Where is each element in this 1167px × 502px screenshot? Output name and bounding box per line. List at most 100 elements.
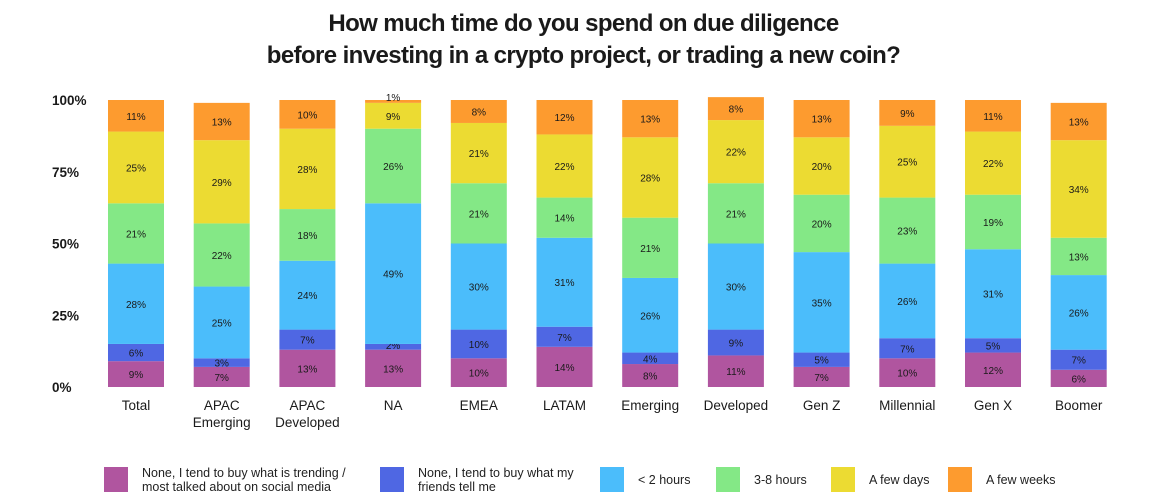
legend-swatch <box>104 467 128 492</box>
bar-segment-emea-s3 <box>450 183 507 244</box>
bar-segment-apac-emerging-s5 <box>193 102 250 141</box>
x-tick-label: Millennial <box>879 398 935 413</box>
data-label: 21% <box>726 209 746 220</box>
data-label: 24% <box>297 291 317 302</box>
data-label: 18% <box>297 231 317 242</box>
bar-segment-apac-developed-s0 <box>279 349 336 387</box>
bar-segment-na-s4 <box>365 102 422 129</box>
bar-segment-latam-s4 <box>536 134 593 198</box>
legend-item: None, I tend to buy what my friends tell… <box>380 466 574 494</box>
stacked-bar-chart: 0% 25% 50% 75% 100% 9% 6% 28% 21% 25% 11% Total 7% 3%… <box>52 93 1107 430</box>
bar-segment-na-s3 <box>365 128 422 204</box>
x-tick-label: Gen Z <box>803 398 841 413</box>
data-label: 7% <box>900 344 915 355</box>
x-tick-label: EMEA <box>460 398 498 413</box>
legend-label: A few weeks <box>986 473 1056 487</box>
data-label: 8% <box>729 105 744 116</box>
bar-segment-na-s5 <box>365 100 422 103</box>
bar-segment-apac-developed-s5 <box>279 100 336 129</box>
data-label: 8% <box>472 107 487 118</box>
bar-segment-millennial-s5 <box>879 100 936 126</box>
bar-segment-boomer-s3 <box>1050 237 1107 276</box>
data-label: 22% <box>212 251 232 262</box>
data-label: 21% <box>469 149 489 160</box>
data-label: 25% <box>212 318 232 329</box>
data-label: 7% <box>214 373 229 384</box>
bar-segment-developed-s4 <box>707 120 764 184</box>
x-tick-label: Developed <box>704 398 769 413</box>
bar-segment-emerging-s5 <box>622 100 679 138</box>
data-label: 6% <box>129 349 144 360</box>
data-label: 25% <box>126 163 146 174</box>
bar-segment-emerging-s1 <box>622 352 679 365</box>
data-label: 13% <box>1069 252 1089 263</box>
bar-segment-boomer-s0 <box>1050 369 1107 387</box>
bar-segment-na-s1 <box>365 343 422 350</box>
legend-swatch <box>831 467 855 492</box>
bar-segment-developed-s5 <box>707 97 764 121</box>
bar-segment-na-s0 <box>365 349 422 387</box>
bar-segment-emerging-s2 <box>622 277 679 353</box>
legend-item: A few days <box>831 467 929 492</box>
y-tick-label: 50% <box>52 237 79 252</box>
data-label: 21% <box>640 244 660 255</box>
data-label: 13% <box>297 364 317 375</box>
bar-segment-apac-developed-s3 <box>279 209 336 261</box>
data-label: 49% <box>383 270 403 281</box>
data-label: 35% <box>812 298 832 309</box>
data-label: 2% <box>386 341 401 352</box>
bar-segment-apac-developed-s4 <box>279 128 336 210</box>
data-label: 12% <box>983 366 1003 377</box>
bar-segment-emerging-s4 <box>622 137 679 218</box>
legend-item: A few weeks <box>948 467 1055 492</box>
bar-segment-emea-s1 <box>450 329 507 359</box>
legend-label: None, I tend to buy what my friends tell… <box>418 466 574 494</box>
data-label: 11% <box>726 367 745 378</box>
bar-segment-latam-s3 <box>536 197 593 238</box>
bar-segment-boomer-s4 <box>1050 140 1107 238</box>
legend-swatch <box>716 467 740 492</box>
bar-segment-apac-developed-s2 <box>279 260 336 330</box>
x-tick-label: NA <box>384 398 403 413</box>
bar-segment-latam-s2 <box>536 237 593 327</box>
data-label: 13% <box>640 115 660 126</box>
bar-segment-emerging-s3 <box>622 217 679 278</box>
data-label: 30% <box>726 283 746 294</box>
bar-segment-gen-z-s2 <box>793 252 850 353</box>
chart-title-line-2: before investing in a crypto project, or… <box>266 42 901 69</box>
bar-segment-total-s3 <box>108 203 164 264</box>
data-label: 28% <box>297 165 317 176</box>
bar-segment-gen-z-s4 <box>793 137 850 195</box>
data-label: 3% <box>214 359 229 370</box>
bar-segment-apac-emerging-s3 <box>193 223 250 287</box>
data-label: 19% <box>983 218 1003 229</box>
data-label: 14% <box>554 363 574 374</box>
data-label: 11% <box>983 112 1002 123</box>
data-label: 26% <box>1069 308 1089 319</box>
bar-segment-millennial-s4 <box>879 125 936 198</box>
bar-segment-millennial-s3 <box>879 197 936 264</box>
data-label: 26% <box>640 311 660 322</box>
data-label: 9% <box>729 339 744 350</box>
data-label: 4% <box>643 354 658 365</box>
x-tick-label: Total <box>122 398 151 413</box>
bar-segment-apac-developed-s1 <box>279 329 336 350</box>
bar-segment-boomer-s1 <box>1050 349 1107 370</box>
data-label: 26% <box>383 162 403 173</box>
data-label: 7% <box>557 333 572 344</box>
x-tick-label: Gen X <box>974 398 1012 413</box>
bar-segment-gen-x-s4 <box>965 131 1021 195</box>
data-label: 31% <box>983 290 1003 301</box>
legend-swatch <box>380 467 404 492</box>
bar-segment-apac-emerging-s2 <box>193 286 250 359</box>
bar-segment-latam-s5 <box>536 100 593 135</box>
data-label: 29% <box>212 178 232 189</box>
data-label: 21% <box>469 209 489 220</box>
data-label: 5% <box>814 356 829 367</box>
bar-segment-total-s5 <box>108 100 164 132</box>
data-label: 28% <box>126 300 146 311</box>
data-label: 10% <box>469 369 489 380</box>
bar-segment-gen-x-s3 <box>965 194 1021 250</box>
bar-segment-millennial-s1 <box>879 338 936 359</box>
bar-segment-total-s0 <box>108 361 164 387</box>
